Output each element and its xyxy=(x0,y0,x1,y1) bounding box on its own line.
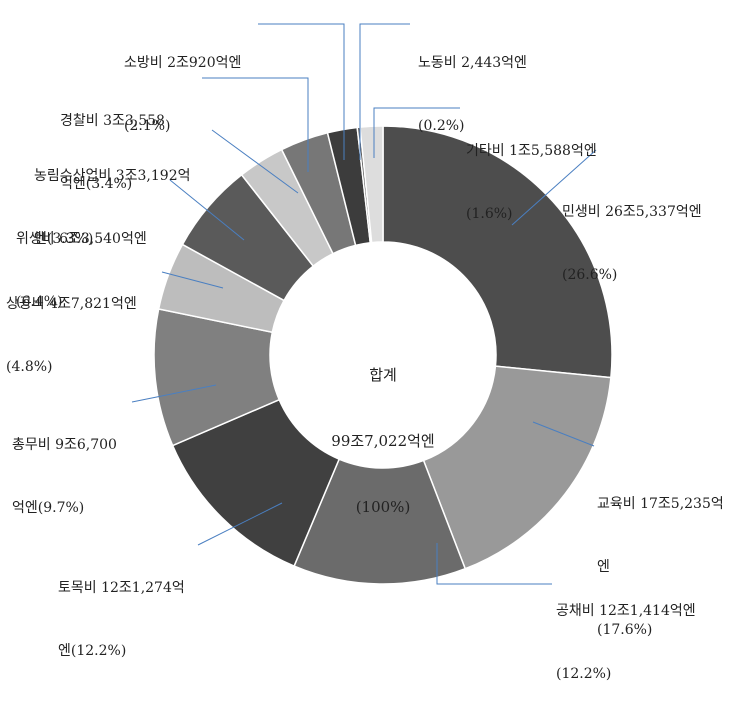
label-other: 기타비 1조5,588억엔 (1.6%) xyxy=(466,143,597,222)
slice-1 xyxy=(422,365,612,570)
center-total-percent: (100%) xyxy=(355,498,411,516)
leader-line-6 xyxy=(169,179,245,241)
leader-line-1 xyxy=(532,421,595,447)
label-general-affairs: 총무비 9조6,700 억엔(9.7%) xyxy=(12,437,117,516)
leader-line-11 xyxy=(373,107,460,158)
leader-line-10 xyxy=(359,23,410,160)
label-police: 경찰비 3조3,558 억엔(3.4%) xyxy=(60,113,165,192)
center-title: 합계 xyxy=(369,366,397,384)
leader-line-2 xyxy=(436,543,552,585)
leader-line-4 xyxy=(131,384,217,403)
label-fire: 소방비 2조920억엔 (2.1%) xyxy=(124,55,242,134)
leader-line-5 xyxy=(161,271,224,289)
label-sanitation: 위생비 6조3,540억엔 (6.4%) xyxy=(16,231,147,310)
slice-11 xyxy=(359,125,384,244)
label-minsaeng: 민생비 26조5,337억엔 (26.6%) xyxy=(562,204,702,283)
label-commerce: 상공비 4조7,821억엔 (4.8%) xyxy=(6,296,137,375)
label-agriculture: 농림수산업비 3조3,192억 엔(3.3%) xyxy=(34,168,191,247)
leader-line-0 xyxy=(511,149,597,226)
center-total-label: 합계 99조7,022억엔 (100%) xyxy=(308,320,458,562)
label-civil-engineering: 토목비 12조1,274억 엔(12.2%) xyxy=(58,580,185,659)
label-public-debt: 공채비 12조1,414억엔 (12.2%) xyxy=(556,603,696,682)
leader-line-7 xyxy=(211,129,299,194)
donut-chart xyxy=(131,23,613,585)
chart-area: 합계 99조7,022억엔 (100%) 민생비 26조5,337억엔 (26.… xyxy=(6,23,724,682)
leader-line-3 xyxy=(197,502,283,546)
center-total-amount: 99조7,022억엔 xyxy=(331,432,435,450)
leader-line-8 xyxy=(202,77,309,172)
leader-line-9 xyxy=(258,23,345,160)
label-labor: 노동비 2,443억엔 (0.2%) xyxy=(418,55,527,134)
slice-0 xyxy=(382,125,613,379)
